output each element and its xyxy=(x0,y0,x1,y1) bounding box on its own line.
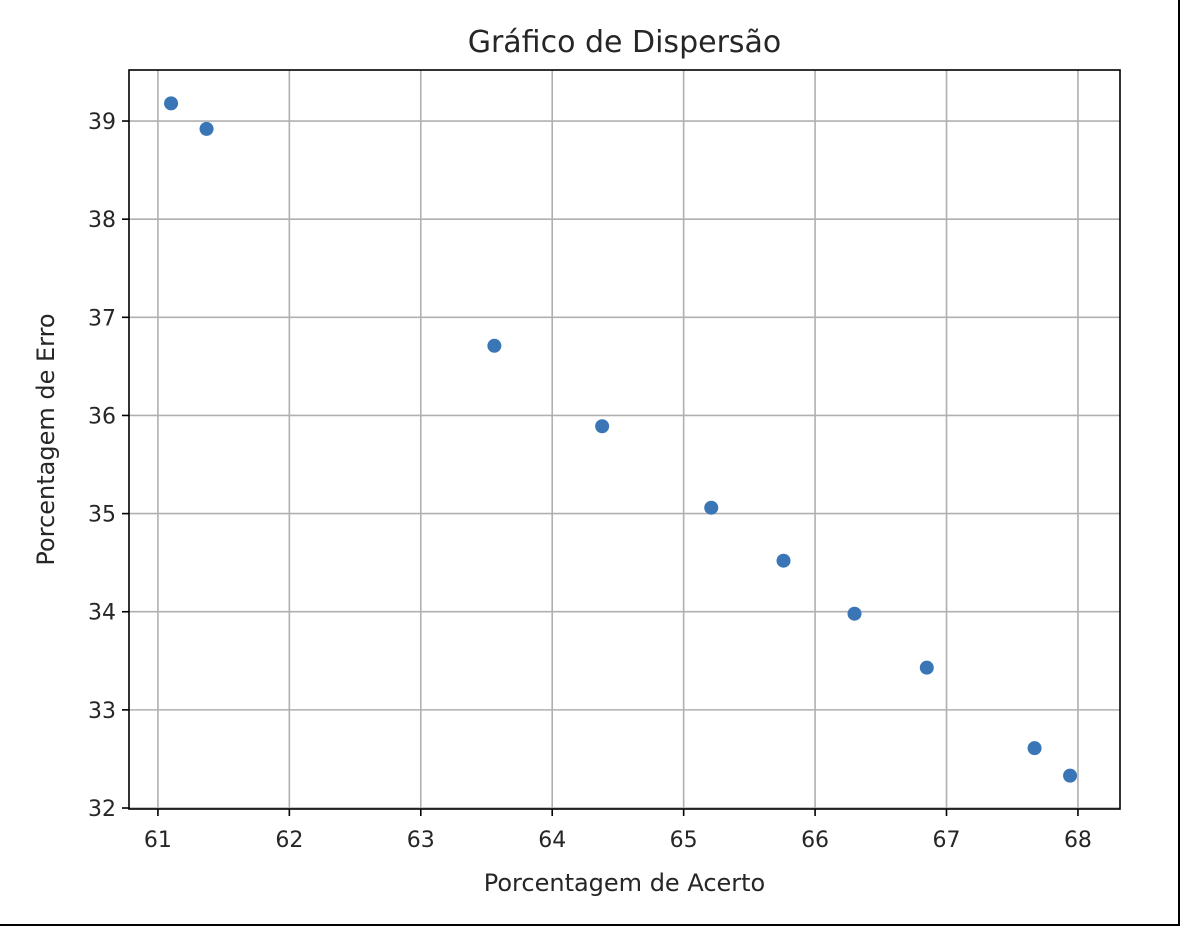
scatter-point xyxy=(1027,741,1042,756)
x-tick-label: 64 xyxy=(538,828,566,853)
y-tick-label: 35 xyxy=(88,503,116,528)
y-tick-label: 34 xyxy=(88,601,116,626)
scatter-point xyxy=(847,606,862,621)
data-points xyxy=(164,96,1078,783)
y-tick-label: 38 xyxy=(88,208,116,233)
y-tick-label: 39 xyxy=(88,110,116,135)
scatter-point xyxy=(487,338,502,353)
x-tick-label: 63 xyxy=(407,828,435,853)
y-tick-label: 32 xyxy=(88,797,116,822)
scatter-point xyxy=(1063,768,1078,783)
scatter-point xyxy=(919,660,934,675)
scatter-point xyxy=(199,121,214,136)
grid xyxy=(129,70,1120,809)
y-tick-label: 33 xyxy=(88,699,116,724)
x-axis-title: Porcentagem de Acerto xyxy=(484,869,765,897)
y-tick-label: 37 xyxy=(88,306,116,331)
chart-title: Gráfico de Dispersão xyxy=(468,25,782,60)
y-tick-label: 36 xyxy=(88,404,116,429)
x-tick-label: 65 xyxy=(670,828,698,853)
x-tick-label: 62 xyxy=(275,828,303,853)
x-tick-label: 66 xyxy=(801,828,829,853)
y-axis-title: Porcentagem de Erro xyxy=(32,313,60,565)
x-tick-label: 67 xyxy=(933,828,961,853)
scatter-point xyxy=(776,553,791,568)
scatter-point xyxy=(164,96,179,111)
scatter-point xyxy=(704,500,719,515)
plot-area-border xyxy=(128,69,1121,810)
y-axis: 32 33 34 35 36 37 38 39 xyxy=(88,110,129,822)
x-axis: 61 62 63 64 65 66 67 68 xyxy=(144,809,1092,853)
x-tick-label: 61 xyxy=(144,828,172,853)
x-tick-label: 68 xyxy=(1064,828,1092,853)
scatter-point xyxy=(595,419,610,434)
